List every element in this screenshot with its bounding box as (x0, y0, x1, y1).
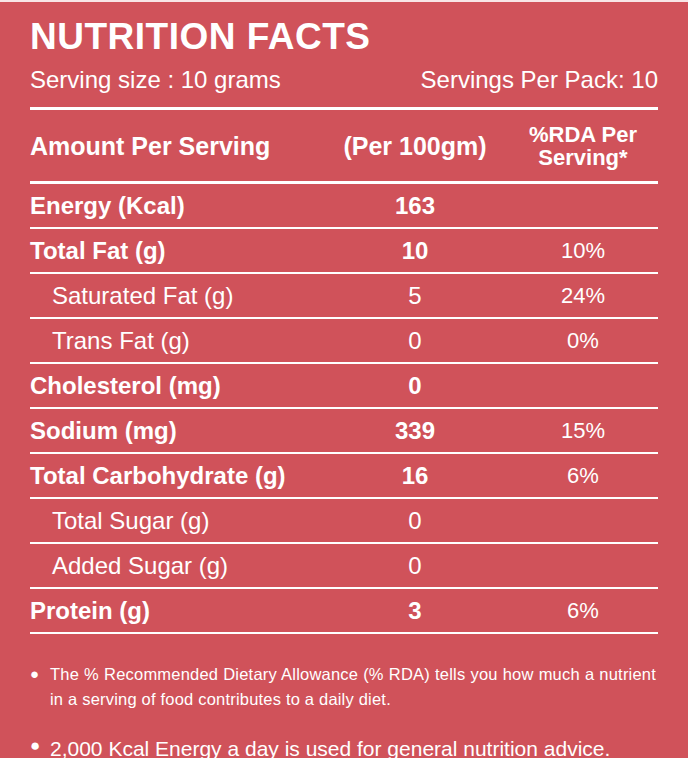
column-per-100gm: (Per 100gm) (322, 132, 508, 161)
panel-title: NUTRITION FACTS (30, 16, 658, 58)
column-rda-line2: Serving* (508, 146, 658, 169)
nutrition-table-rows: Energy (Kcal)163Total Fat (g)1010%Satura… (30, 184, 658, 634)
servings-per-pack-text: Servings Per Pack: 10 (421, 66, 658, 94)
table-row: Total Carbohydrate (g)166% (30, 454, 658, 499)
row-rda-percent: 6% (508, 462, 658, 490)
row-rda-percent: 15% (508, 417, 658, 445)
row-value: 339 (322, 417, 508, 445)
table-row: Total Fat (g)1010% (30, 229, 658, 274)
row-label: Total Sugar (g) (30, 507, 322, 535)
footnote-rda-text: The % Recommended Dietary Allowance (% R… (50, 662, 656, 712)
row-label: Trans Fat (g) (30, 327, 322, 355)
row-value: 0 (322, 552, 508, 580)
row-label: Protein (g) (30, 597, 322, 625)
row-label: Total Carbohydrate (g) (30, 462, 322, 490)
row-label: Sodium (mg) (30, 417, 322, 445)
row-rda-percent: 10% (508, 237, 658, 265)
table-row: Total Sugar (g)0 (30, 499, 658, 544)
footnotes: ● The % Recommended Dietary Allowance (%… (30, 662, 658, 758)
row-value: 10 (322, 237, 508, 265)
footnote-energy: ● 2,000 Kcal Energy a day is used for ge… (30, 734, 656, 758)
row-label: Cholesterol (mg) (30, 372, 322, 400)
table-header-row: Amount Per Serving (Per 100gm) %RDA Per … (30, 110, 658, 184)
top-edge-divider (0, 0, 688, 2)
row-value: 0 (322, 372, 508, 400)
table-row: Saturated Fat (g)524% (30, 274, 658, 319)
nutrition-table: Amount Per Serving (Per 100gm) %RDA Per … (30, 110, 658, 634)
footnote-energy-text: 2,000 Kcal Energy a day is used for gene… (50, 734, 656, 758)
row-label: Added Sugar (g) (30, 552, 322, 580)
row-label: Energy (Kcal) (30, 192, 322, 220)
table-row: Energy (Kcal)163 (30, 184, 658, 229)
bullet-icon: ● (30, 734, 50, 758)
row-rda-percent: 24% (508, 282, 658, 310)
column-rda-line1: %RDA Per (508, 123, 658, 146)
row-value: 0 (322, 327, 508, 355)
column-amount-per-serving: Amount Per Serving (30, 132, 322, 161)
row-rda-percent: 0% (508, 327, 658, 355)
table-row: Added Sugar (g)0 (30, 544, 658, 589)
row-label: Saturated Fat (g) (30, 282, 322, 310)
serving-info-row: Serving size : 10 grams Servings Per Pac… (30, 66, 658, 110)
row-value: 16 (322, 462, 508, 490)
row-rda-percent: 6% (508, 597, 658, 625)
table-row: Trans Fat (g)00% (30, 319, 658, 364)
row-value: 0 (322, 507, 508, 535)
row-value: 5 (322, 282, 508, 310)
bullet-icon: ● (30, 662, 50, 686)
row-value: 3 (322, 597, 508, 625)
row-value: 163 (322, 192, 508, 220)
table-row: Sodium (mg)33915% (30, 409, 658, 454)
table-row: Protein (g)36% (30, 589, 658, 634)
column-rda-per-serving: %RDA Per Serving* (508, 123, 658, 169)
table-row: Cholesterol (mg)0 (30, 364, 658, 409)
serving-size-text: Serving size : 10 grams (30, 66, 281, 94)
row-label: Total Fat (g) (30, 237, 322, 265)
footnote-rda: ● The % Recommended Dietary Allowance (%… (30, 662, 656, 712)
nutrition-facts-panel: NUTRITION FACTS Serving size : 10 grams … (0, 0, 688, 758)
